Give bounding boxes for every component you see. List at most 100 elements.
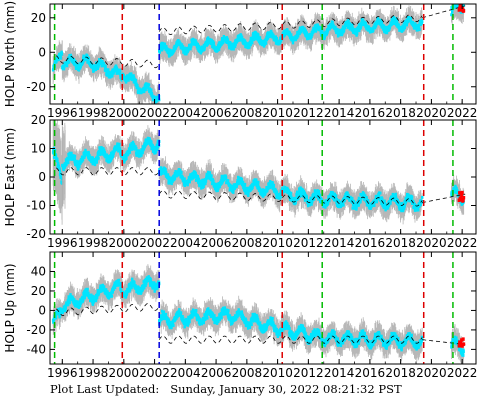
x-tick-label: 2010 [262,106,293,120]
y-tick-label: -20 [26,227,46,241]
y-tick-label: 40 [31,264,46,278]
y-tick-label: 0 [38,170,46,184]
x-tick-label: 2010 [262,236,293,250]
data-segment-2 [61,269,124,323]
x-tick-label: 2004 [170,366,201,380]
panel-data-area [51,120,466,234]
x-tick-label: 2006 [201,366,232,380]
x-tick-label: 2020 [416,106,447,120]
error-bars [61,122,123,209]
data-points [322,190,424,213]
y-tick-label: 10 [31,142,46,156]
x-tick-label: 2018 [385,236,416,250]
data-points [61,142,124,172]
x-tick-label: 2010 [262,366,293,380]
data-segment-3 [121,264,161,310]
x-tick-label: 1996 [47,236,78,250]
x-tick-label: 2016 [355,106,386,120]
x-tick-label: 2008 [232,236,263,250]
model-line-1 [55,167,160,176]
y-tick-label: 20 [31,284,46,298]
y-tick-label: -20 [26,323,46,337]
model-line-1 [55,55,160,69]
x-tick-label: 2012 [293,236,324,250]
footer-label: Plot Last Updated: [50,382,160,396]
x-tick-label: 2002 [139,366,170,380]
recent-points [457,337,466,348]
panel-1: 1996 1998 2000 2002 2004 2006 2008 2010 2012 2014… [3,1,478,120]
x-tick-label: 2020 [416,366,447,380]
data-segment-1 [51,40,64,84]
panel-frame [49,3,477,105]
data-points [158,306,233,330]
panel-data-area [51,252,466,364]
y-tick-label: 0 [38,45,46,59]
data-segment-7 [322,317,424,362]
panel-2: 1996 1998 2000 2002 2004 2006 2008 2010 2012 2014… [3,113,477,250]
x-tick-label: 2016 [355,236,386,250]
y-tick-label: -10 [26,199,46,213]
data-segment-2 [61,122,124,209]
x-tick-label: 2022 [447,366,478,380]
x-tick-label: 2022 [447,106,478,120]
y-tick-label: 20 [31,113,46,127]
data-segment-4 [158,156,285,213]
plot-updated-footer: Plot Last Updated: Sunday, January 30, 2… [50,382,402,396]
data-segment-2 [61,43,95,84]
y-tick-label: 0 [38,303,46,317]
data-points [158,29,285,58]
x-tick-label: 2022 [447,236,478,250]
recent-points [457,190,466,203]
x-tick-label: 1998 [78,236,109,250]
data-points [282,23,325,45]
data-points [282,185,325,208]
x-tick-label: 2020 [416,236,447,250]
x-tick-label: 2012 [293,106,324,120]
data-segment-3 [91,46,124,92]
x-tick-label: 2014 [324,366,355,380]
x-tick-label: 2014 [324,106,355,120]
data-segment-7 [282,12,325,55]
data-segment-6 [282,310,325,357]
y-axis-label: HOLP Up (mm) [3,263,17,352]
x-tick-label: 2018 [385,106,416,120]
data-segment-1 [51,298,64,335]
data-points [61,53,95,72]
x-tick-label: 2008 [232,366,263,380]
x-tick-label: 2006 [201,236,232,250]
panel-frame [49,119,477,235]
x-tick-label: 2004 [170,106,201,120]
model-line-2 [158,190,423,207]
model-line-3 [422,193,466,204]
data-points [138,82,161,104]
model-line-1 [56,303,160,316]
data-segment-5 [138,71,161,104]
panel-data-area [51,4,466,104]
x-tick-label: 2002 [139,106,170,120]
data-segment-5 [282,173,325,218]
x-tick-label: 2002 [139,236,170,250]
x-tick-label: 2016 [355,366,386,380]
model-line-2 [158,335,423,344]
x-tick-label: 2006 [201,106,232,120]
panel-3: 1996 1998 2000 2002 2004 2006 2008 2010 2012 2014… [3,251,478,380]
x-tick-label: 1998 [78,106,109,120]
data-segment-4 [158,296,233,339]
x-tick-label: 1998 [78,366,109,380]
data-segment-5 [230,295,285,347]
x-tick-label: 2014 [324,236,355,250]
x-tick-label: 2008 [232,106,263,120]
data-segment-4 [121,61,141,104]
data-points [322,15,424,41]
x-tick-label: 2000 [109,366,140,380]
data-points [230,308,285,338]
x-tick-label: 2000 [109,106,140,120]
data-segment-3 [121,125,161,173]
x-tick-label: 1996 [47,366,78,380]
x-tick-label: 2018 [385,366,416,380]
y-axis-label: HOLP East (mm) [3,128,17,227]
data-segment-8 [322,5,424,50]
x-tick-label: 1996 [47,106,78,120]
footer-timestamp: Sunday, January 30, 2022 08:21:32 PST [170,382,402,396]
